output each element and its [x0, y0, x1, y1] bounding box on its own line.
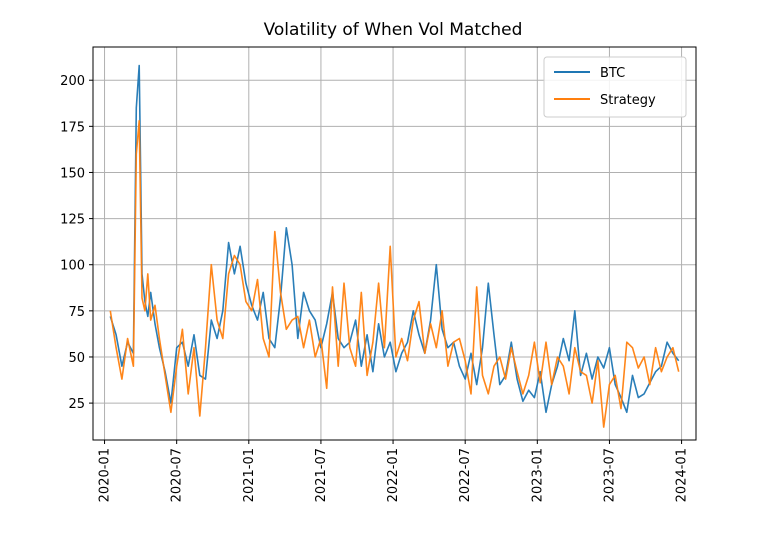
series-lines	[109, 64, 680, 428]
x-tick-label: 2022-07	[458, 448, 473, 502]
x-tick-label: 2020-01	[98, 448, 113, 502]
y-tick-label: 200	[60, 74, 85, 89]
y-tick-label: 50	[68, 351, 85, 366]
y-tick-label: 175	[60, 120, 85, 135]
grid-lines	[93, 47, 696, 440]
y-tick-label: 25	[68, 397, 85, 412]
chart-title: Volatility of When Vol Matched	[264, 20, 523, 40]
y-tick-label: 75	[68, 305, 85, 320]
series-line-strategy	[109, 120, 680, 428]
legend-label-btc: BTC	[600, 66, 625, 81]
x-tick-label: 2020-07	[170, 448, 185, 502]
x-tick-label: 2022-01	[386, 448, 401, 502]
legend-label-strategy: Strategy	[600, 93, 656, 108]
x-tick-label: 2023-07	[602, 448, 617, 502]
x-tick-label: 2023-01	[530, 448, 545, 502]
x-axis: 2020-01 2020-07 2021-01 2021-07 2022-01 2022-…	[98, 440, 690, 502]
y-tick-label: 125	[60, 213, 85, 228]
y-tick-label: 150	[60, 166, 85, 181]
legend: BTC Strategy	[543, 56, 687, 118]
series-line-btc	[109, 64, 680, 414]
y-axis: 25 50 75 100 125 150 175 200	[60, 74, 93, 412]
x-tick-label: 2021-07	[314, 448, 329, 502]
x-tick-label: 2021-01	[242, 448, 257, 502]
plot-frame	[92, 46, 697, 441]
x-tick-label: 2024-01	[675, 448, 690, 502]
y-tick-label: 100	[60, 259, 85, 274]
